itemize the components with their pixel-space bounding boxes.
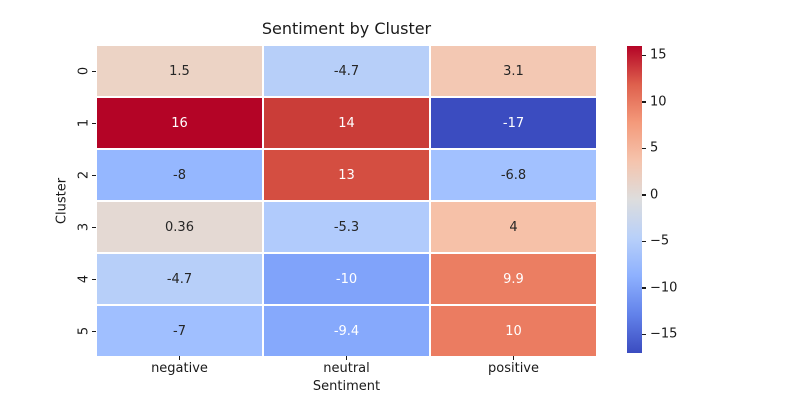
y-tick-label: 1: [76, 118, 92, 128]
y-axis-label: Cluster: [54, 177, 70, 225]
x-tick-mark: [346, 356, 348, 360]
colorbar-tick-label: 5: [650, 140, 659, 156]
y-tick-mark: [92, 278, 96, 280]
heatmap-cell: 4: [431, 202, 596, 252]
heatmap-cell: -6.8: [431, 150, 596, 200]
colorbar-tick-mark: [642, 194, 646, 196]
colorbar-tick-mark: [642, 333, 646, 336]
x-tick-label: positive: [488, 361, 539, 376]
colorbar-gradient: [627, 46, 642, 353]
colorbar-tick-mark: [642, 287, 646, 289]
heatmap-cell: 9.9: [431, 254, 596, 304]
heatmap-cell: -9.4: [264, 306, 429, 356]
colorbar-tick-label: −5: [650, 233, 670, 249]
x-tick-label: negative: [151, 361, 208, 376]
colorbar-tick-label: 15: [650, 47, 667, 63]
y-tick-label: 2: [76, 170, 92, 180]
heatmap-cell: -4.7: [97, 254, 262, 304]
colorbar-tick-mark: [642, 101, 646, 103]
heatmap-cell: -10: [264, 254, 429, 304]
heatmap-cell: 3.1: [431, 46, 596, 96]
heatmap-cell: 1.5: [97, 46, 262, 96]
heatmap-cell: -8: [97, 150, 262, 200]
heatmap-cell: 13: [264, 150, 429, 200]
heatmap-cell: 0.36: [97, 202, 262, 252]
colorbar-tick-label: −15: [650, 326, 678, 342]
colorbar-tick-mark: [642, 54, 646, 56]
heatmap-cell: -4.7: [264, 46, 429, 96]
y-tick-label: 5: [76, 326, 92, 336]
y-tick-mark: [92, 70, 96, 72]
y-tick-label: 4: [76, 274, 92, 284]
heatmap-grid: 1.5 -4.7 3.1 16 14 -17 -8 13 -6.8 0.36 -5.3 4 -4.7 -1…: [97, 46, 596, 356]
heatmap-cell: 10: [431, 306, 596, 356]
y-tick-label: 3: [76, 222, 92, 232]
colorbar-tick-label: 10: [650, 94, 667, 110]
colorbar-tick-label: 0: [650, 187, 659, 203]
x-tick-mark: [179, 356, 181, 360]
y-tick-label: 0: [76, 66, 92, 76]
y-tick-mark: [92, 226, 96, 228]
x-axis-label: Sentiment: [312, 379, 381, 394]
y-tick-mark: [92, 330, 96, 332]
heatmap-cell: 14: [264, 98, 429, 148]
heatmap-cell: 16: [97, 98, 262, 148]
x-tick-label: neutral: [323, 361, 370, 376]
chart-title: Sentiment by Cluster: [261, 19, 432, 38]
x-tick-mark: [513, 356, 515, 360]
colorbar-tick-mark: [642, 240, 646, 243]
y-tick-mark: [92, 174, 96, 176]
colorbar-tick-label: −10: [650, 280, 678, 296]
heatmap-cell: -7: [97, 306, 262, 356]
heatmap-cell: -5.3: [264, 202, 429, 252]
colorbar-tick-mark: [642, 147, 646, 150]
heatmap-cell: -17: [431, 98, 596, 148]
y-tick-mark: [92, 122, 96, 124]
